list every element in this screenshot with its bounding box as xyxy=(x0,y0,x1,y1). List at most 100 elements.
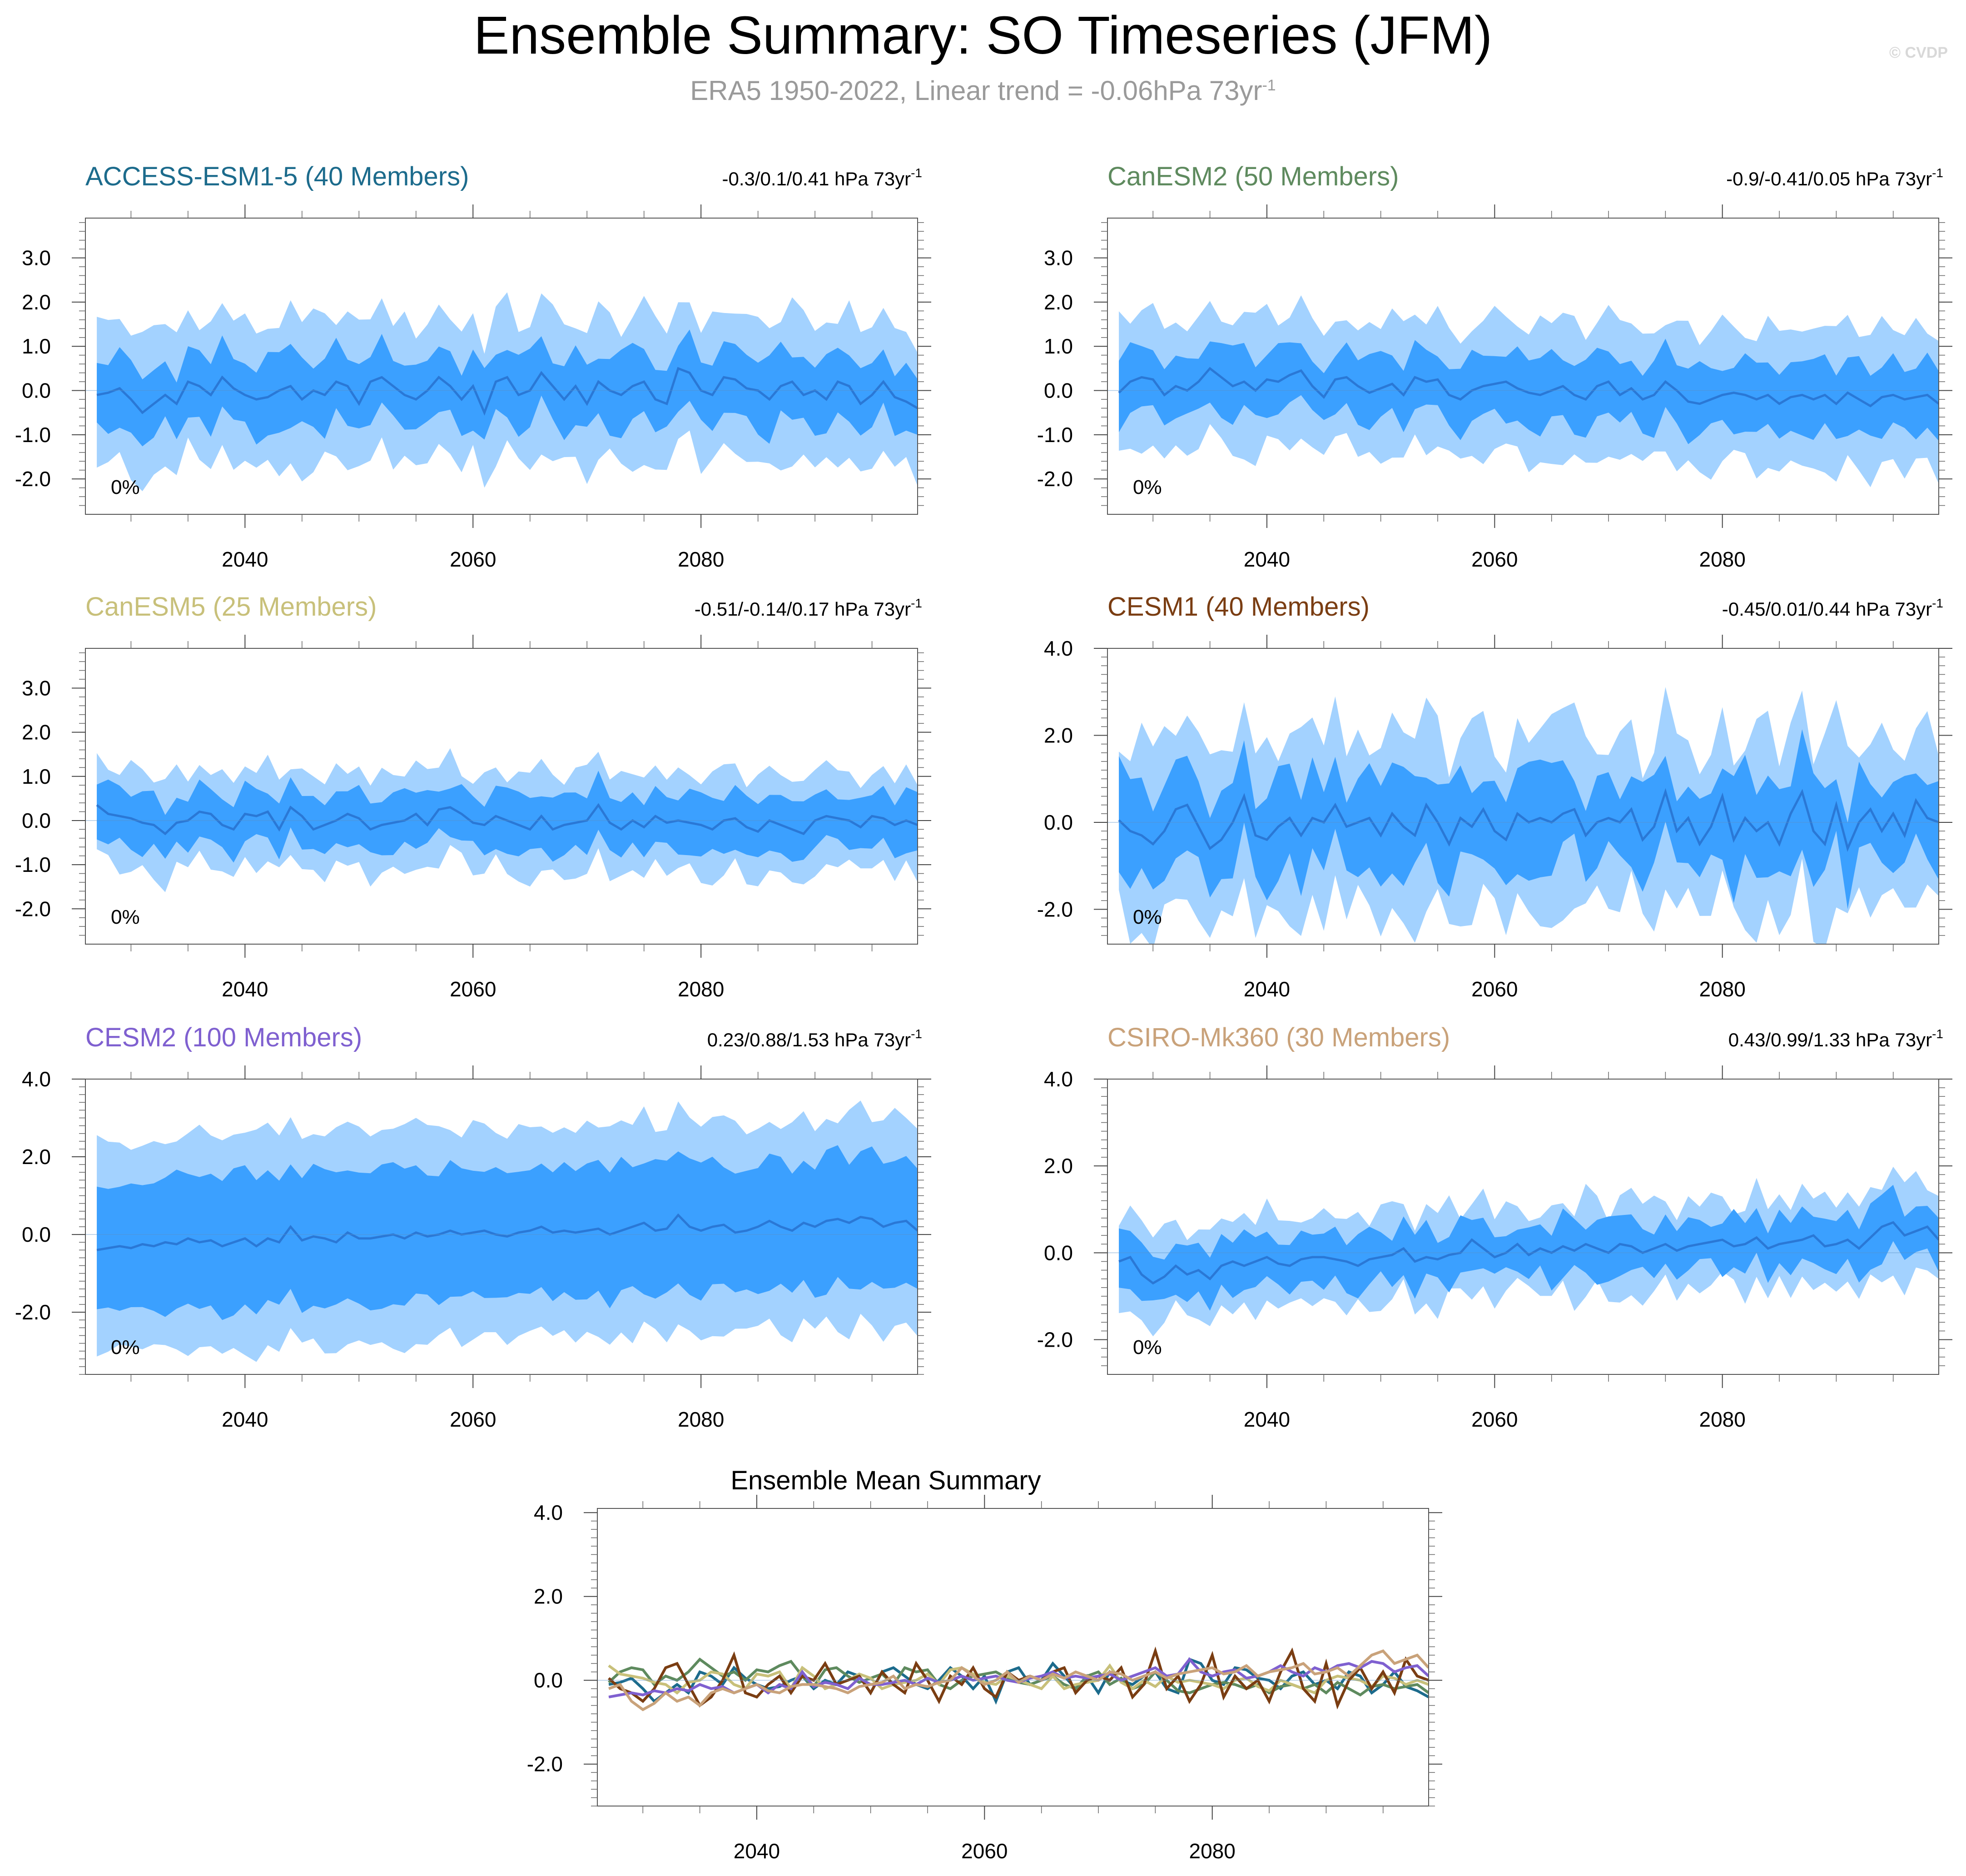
y-tick-label: 2.0 xyxy=(1044,723,1073,747)
y-tick-label: 4.0 xyxy=(534,1501,563,1524)
x-tick-label: 2080 xyxy=(678,977,724,1001)
x-tick-label: 2060 xyxy=(1471,1408,1518,1431)
percent-label: 0% xyxy=(111,906,140,928)
chart-title: Ensemble Mean Summary xyxy=(730,1466,1041,1495)
trend-label: -0.9/-0.41/0.05 hPa 73yr-1 xyxy=(1726,166,1943,189)
percent-label: 0% xyxy=(1133,906,1162,928)
chart-canesm5: 0% CanESM5 (25 Members) -0.51/-0.14/0.17 h… xyxy=(15,592,931,1001)
x-tick-label: 2080 xyxy=(678,1408,724,1431)
percent-label: 0% xyxy=(111,476,140,498)
series-line-access xyxy=(608,1657,1429,1705)
ensemble-mean-line xyxy=(96,1213,918,1251)
y-tick-label: 0.0 xyxy=(1044,811,1073,834)
y-tick-label: 3.0 xyxy=(22,676,51,700)
inner-range-band xyxy=(97,329,918,447)
chart-title: CESM2 (100 Members) xyxy=(85,1023,362,1052)
plot-area-cesm1 xyxy=(1107,687,1939,944)
ensemble-mean-line xyxy=(1118,1221,1939,1285)
x-tick-label: 2040 xyxy=(222,1408,268,1431)
trend-label: 0.23/0.88/1.53 hPa 73yr-1 xyxy=(707,1027,922,1050)
chart-access: 0% ACCESS-ESM1-5 (40 Members) -0.3/0.1/0.4… xyxy=(15,162,931,571)
trend-label: -0.51/-0.14/0.17 hPa 73yr-1 xyxy=(695,596,922,620)
inner-range-band xyxy=(1119,338,1939,444)
chart-title: CESM1 (40 Members) xyxy=(1107,592,1370,622)
x-tick-label: 2080 xyxy=(1699,977,1746,1001)
chart-mean_summary: Ensemble Mean Summary -2.0 0.0 2.0 4.0 2040 20… xyxy=(527,1466,1442,1863)
chart-title: CanESM5 (25 Members) xyxy=(85,592,377,622)
y-tick-label: 4.0 xyxy=(1044,637,1073,660)
chart-cesm2: 0% CESM2 (100 Members) 0.23/0.88/1.53 hPa … xyxy=(15,1023,931,1431)
x-tick-label: 2080 xyxy=(1699,547,1746,571)
y-tick-label: -1.0 xyxy=(1037,423,1073,447)
y-tick-label: 2.0 xyxy=(534,1585,563,1608)
plot-area-mean_summary xyxy=(597,1646,1429,1712)
plot-frame xyxy=(85,648,918,945)
page-title: Ensemble Summary: SO Timeseries (JFM) xyxy=(473,5,1493,65)
plot-area-canesm5 xyxy=(85,748,918,892)
trend-label: -0.3/0.1/0.41 hPa 73yr-1 xyxy=(722,166,922,189)
y-tick-label: 2.0 xyxy=(22,290,51,314)
x-tick-label: 2040 xyxy=(222,547,268,571)
x-tick-label: 2040 xyxy=(1244,547,1290,571)
y-tick-label: 0.0 xyxy=(22,1223,51,1246)
y-tick-label: 0.0 xyxy=(22,809,51,832)
inner-range-band xyxy=(1119,729,1939,909)
plot-frame xyxy=(597,1508,1429,1806)
x-tick-label: 2060 xyxy=(1471,547,1518,571)
plot-area-canesm2 xyxy=(1107,295,1939,488)
y-tick-label: 2.0 xyxy=(22,721,51,744)
y-tick-label: -2.0 xyxy=(15,467,51,491)
plot-frame xyxy=(85,218,918,515)
y-tick-label: -1.0 xyxy=(15,853,51,876)
x-tick-label: 2040 xyxy=(1244,1408,1290,1431)
x-tick-label: 2060 xyxy=(450,1408,496,1431)
y-tick-label: 3.0 xyxy=(22,246,51,270)
y-tick-label: 2.0 xyxy=(1044,1154,1073,1178)
y-tick-label: -2.0 xyxy=(15,897,51,921)
y-tick-label: 3.0 xyxy=(1044,246,1073,270)
plot-area-access xyxy=(85,292,918,492)
x-tick-label: 2080 xyxy=(678,547,724,571)
chart-title: ACCESS-ESM1-5 (40 Members) xyxy=(85,162,469,191)
y-tick-label: 4.0 xyxy=(1044,1067,1073,1091)
x-tick-label: 2040 xyxy=(1244,977,1290,1001)
y-tick-label: -2.0 xyxy=(1037,1328,1073,1352)
ensemble-mean-line xyxy=(96,367,918,416)
percent-label: 0% xyxy=(1133,476,1162,498)
y-tick-label: -2.0 xyxy=(15,1300,51,1324)
y-tick-label: 0.0 xyxy=(534,1668,563,1692)
y-tick-label: -2.0 xyxy=(1037,897,1073,921)
x-tick-label: 2060 xyxy=(450,547,496,571)
x-tick-label: 2040 xyxy=(734,1839,780,1863)
y-tick-label: -1.0 xyxy=(15,423,51,447)
chart-title: CSIRO-Mk360 (30 Members) xyxy=(1107,1023,1450,1052)
chart-csiro: 0% CSIRO-Mk360 (30 Members) 0.43/0.99/1.33… xyxy=(1037,1023,1952,1431)
series-line-cesm1 xyxy=(608,1646,1429,1710)
chart-title: CanESM2 (50 Members) xyxy=(1107,162,1399,191)
page-subtitle: ERA5 1950-2022, Linear trend = -0.06hPa … xyxy=(0,75,1966,106)
plot-area-cesm2 xyxy=(85,1100,918,1362)
x-tick-label: 2060 xyxy=(450,977,496,1001)
trend-label: 0.43/0.99/1.33 hPa 73yr-1 xyxy=(1728,1027,1943,1050)
y-tick-label: 0.0 xyxy=(22,379,51,403)
x-tick-label: 2040 xyxy=(222,977,268,1001)
series-line-csiro xyxy=(608,1649,1429,1712)
inner-range-band xyxy=(97,1145,918,1320)
plot-frame xyxy=(1107,218,1939,515)
subtitle-text: ERA5 1950-2022, Linear trend = -0.06hPa … xyxy=(690,75,1262,106)
x-tick-label: 2080 xyxy=(1699,1408,1746,1431)
percent-label: 0% xyxy=(1133,1336,1162,1358)
y-tick-label: 1.0 xyxy=(22,765,51,788)
inner-range-band xyxy=(1119,1184,1939,1311)
y-tick-label: -2.0 xyxy=(1037,467,1073,491)
x-tick-label: 2080 xyxy=(1189,1839,1236,1863)
y-tick-label: -2.0 xyxy=(527,1752,563,1776)
chart-cesm1: 0% CESM1 (40 Members) -0.45/0.01/0.44 hPa … xyxy=(1037,592,1952,1001)
y-tick-label: 2.0 xyxy=(1044,290,1073,314)
y-tick-label: 0.0 xyxy=(1044,1241,1073,1264)
y-tick-label: 2.0 xyxy=(22,1145,51,1169)
y-tick-label: 4.0 xyxy=(22,1067,51,1091)
subtitle-superscript: -1 xyxy=(1262,77,1276,94)
y-tick-label: 1.0 xyxy=(1044,334,1073,358)
